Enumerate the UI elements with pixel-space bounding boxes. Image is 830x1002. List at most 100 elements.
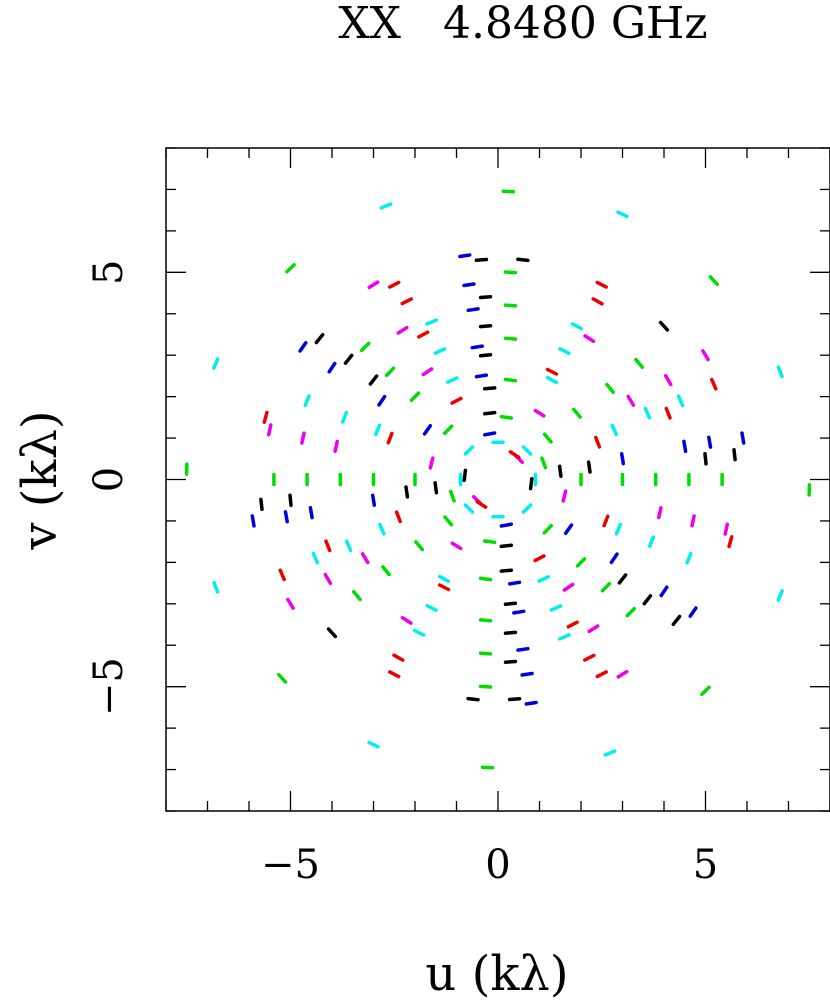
uv-point bbox=[503, 659, 518, 664]
uv-point bbox=[400, 297, 413, 306]
uv-point bbox=[657, 506, 663, 520]
uv-point bbox=[558, 633, 571, 641]
uv-point bbox=[710, 377, 718, 391]
uv-point bbox=[482, 410, 497, 416]
uv-point bbox=[425, 603, 438, 612]
uv-point bbox=[603, 749, 617, 757]
uv-point bbox=[442, 424, 454, 436]
uv-point bbox=[549, 604, 563, 612]
uv-point bbox=[283, 510, 289, 524]
uv-point bbox=[642, 594, 653, 606]
uv-point bbox=[381, 565, 391, 577]
uv-point bbox=[298, 341, 308, 353]
y-axis-label: v (kλ) bbox=[12, 410, 68, 550]
uv-point bbox=[776, 365, 784, 379]
uv-point bbox=[658, 320, 670, 332]
x-tick-label: 5 bbox=[693, 842, 718, 888]
uv-point bbox=[545, 367, 559, 376]
uv-point bbox=[388, 280, 401, 289]
uv-point bbox=[286, 597, 295, 610]
uv-point bbox=[446, 376, 459, 384]
uv-point bbox=[570, 322, 584, 331]
uv-point bbox=[643, 406, 652, 420]
uv-point bbox=[417, 330, 430, 339]
uv-point bbox=[437, 583, 451, 592]
uv-point bbox=[278, 568, 286, 582]
uv-point bbox=[521, 503, 533, 514]
uv-point bbox=[359, 341, 371, 353]
uv-point bbox=[394, 510, 402, 524]
uv-point bbox=[521, 445, 533, 456]
uv-point bbox=[700, 685, 711, 697]
uv-point bbox=[300, 431, 306, 445]
uv-point bbox=[503, 303, 518, 308]
uv-point bbox=[540, 456, 548, 470]
uv-point bbox=[690, 514, 696, 528]
uv-point bbox=[463, 445, 475, 456]
uv-point bbox=[433, 347, 447, 355]
uv-point bbox=[482, 539, 497, 545]
uv-point bbox=[682, 439, 688, 454]
uv-point bbox=[626, 394, 636, 407]
uv-point bbox=[323, 572, 333, 586]
uv-point bbox=[327, 361, 337, 374]
uv-point bbox=[368, 374, 379, 386]
uv-point bbox=[288, 493, 293, 507]
uv-point bbox=[609, 552, 619, 565]
uv-point bbox=[594, 435, 602, 449]
uv-point bbox=[478, 352, 493, 358]
uv-point bbox=[542, 432, 553, 444]
uv-point bbox=[545, 375, 559, 385]
uv-point bbox=[503, 270, 518, 275]
uv-point bbox=[367, 280, 380, 290]
uv-point bbox=[324, 539, 332, 553]
uv-point bbox=[448, 489, 456, 503]
plot-frame bbox=[165, 147, 830, 812]
uv-point bbox=[303, 394, 311, 408]
uv-point bbox=[414, 540, 425, 552]
uv-point bbox=[703, 452, 708, 466]
uv-point bbox=[266, 423, 273, 437]
uv-point bbox=[311, 551, 320, 565]
uv-point bbox=[478, 295, 493, 300]
y-tick-label: −5 bbox=[86, 657, 132, 716]
uv-point bbox=[634, 357, 645, 370]
uv-point bbox=[409, 391, 421, 402]
uv-point bbox=[512, 609, 526, 615]
uv-point bbox=[326, 627, 338, 639]
uv-point bbox=[462, 468, 468, 483]
uv-point bbox=[583, 653, 596, 662]
uv-point bbox=[688, 606, 698, 618]
uv-point bbox=[463, 503, 475, 514]
uv-point bbox=[478, 618, 493, 623]
uv-point bbox=[617, 573, 628, 585]
uv-point bbox=[533, 408, 546, 418]
uv-point bbox=[433, 481, 439, 495]
uv-point bbox=[340, 410, 349, 424]
y-tick-label: 0 bbox=[86, 467, 132, 492]
uv-point bbox=[619, 452, 626, 466]
uv-point bbox=[571, 407, 582, 419]
chart-title: XX 4.8480 GHz bbox=[338, 0, 707, 49]
uv-point bbox=[212, 357, 220, 370]
y-tick-label: 5 bbox=[86, 260, 132, 285]
uv-point bbox=[503, 377, 518, 383]
uv-point bbox=[616, 669, 629, 679]
uv-point bbox=[404, 485, 410, 499]
uv-point bbox=[400, 615, 413, 625]
uv-point bbox=[503, 336, 518, 341]
uv-point bbox=[616, 210, 629, 219]
uv-point bbox=[647, 535, 656, 549]
uv-point bbox=[474, 257, 489, 263]
data-marks bbox=[184, 189, 812, 770]
uv-point bbox=[421, 367, 434, 377]
uv-point bbox=[520, 671, 534, 677]
uv-point bbox=[586, 460, 592, 474]
uv-point bbox=[360, 552, 370, 565]
uv-point bbox=[437, 574, 451, 584]
uv-point bbox=[605, 382, 615, 394]
uv-point bbox=[333, 439, 339, 453]
uv-point bbox=[614, 522, 623, 536]
uv-point bbox=[428, 456, 435, 470]
uv-point bbox=[537, 575, 550, 583]
